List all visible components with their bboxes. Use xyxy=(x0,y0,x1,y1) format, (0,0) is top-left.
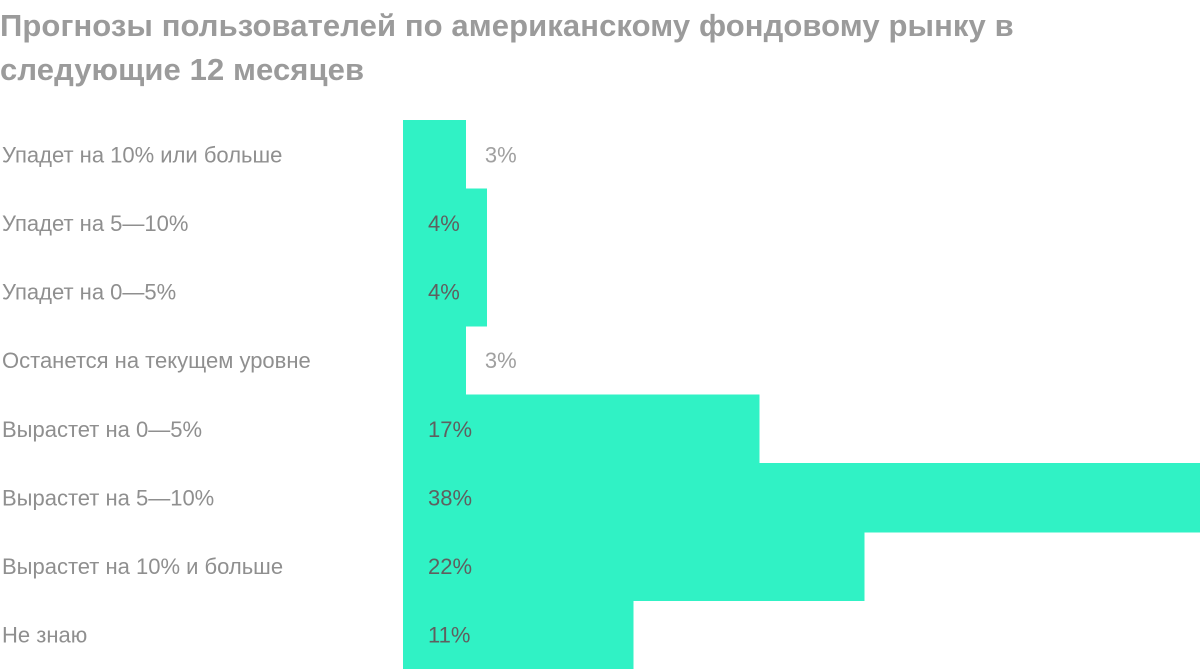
value-label: 22% xyxy=(428,554,472,579)
bar xyxy=(403,394,760,464)
category-label: Останется на текущем уровне xyxy=(2,348,311,373)
bar xyxy=(403,257,487,327)
value-label: 3% xyxy=(485,142,517,167)
category-label: Упадет на 5—10% xyxy=(2,211,188,236)
category-label: Вырастет на 10% и больше xyxy=(2,554,283,579)
bar xyxy=(403,531,865,601)
category-label: Упадет на 10% или больше xyxy=(2,142,282,167)
category-label: Не знаю xyxy=(2,623,87,648)
bar xyxy=(403,120,466,190)
bar xyxy=(403,463,1200,533)
category-label: Упадет на 0—5% xyxy=(2,280,176,305)
bar xyxy=(403,325,466,396)
bars-group xyxy=(403,120,1200,669)
bar xyxy=(403,188,487,258)
category-label: Вырастет на 5—10% xyxy=(2,485,214,510)
value-label: 3% xyxy=(485,348,517,373)
category-label: Вырастет на 0—5% xyxy=(2,417,202,442)
value-label: 11% xyxy=(428,623,470,648)
value-label: 17% xyxy=(428,417,472,442)
value-label: 4% xyxy=(428,280,460,305)
value-label: 4% xyxy=(428,211,460,236)
bar xyxy=(403,600,634,669)
chart-title: Прогнозы пользователей по американскому … xyxy=(0,8,1014,87)
value-label: 38% xyxy=(428,485,472,510)
